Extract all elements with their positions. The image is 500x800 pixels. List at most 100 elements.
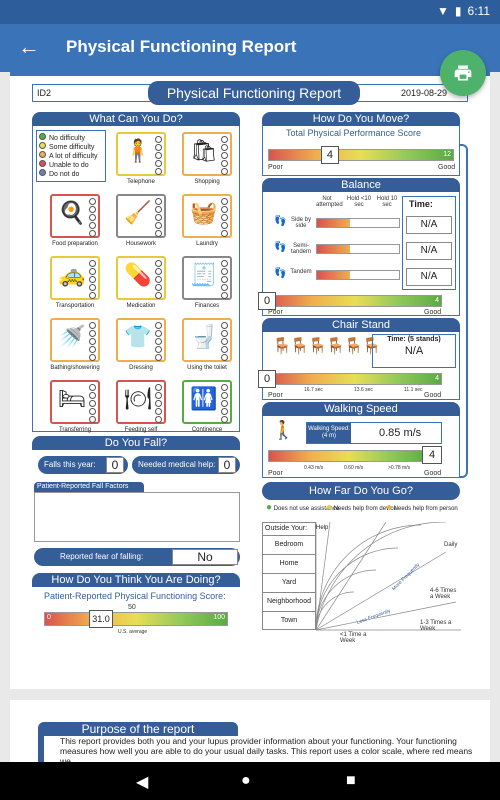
activity-icon: 🍳: [58, 200, 86, 225]
balance-row-bar: [316, 270, 400, 280]
balance-col-hold-lt10: Hold <10 sec: [346, 196, 372, 208]
walk-tick-1: 0.43 m/s: [304, 465, 324, 471]
how-far-header: How Far Do You Go?: [262, 482, 460, 500]
chair-stand-scale: 4: [268, 373, 442, 385]
activity-label: Transferring: [58, 427, 92, 433]
performance-poor-label: Poor: [268, 164, 283, 171]
activity-icon: 🚻: [190, 386, 218, 411]
difficulty-dot: [89, 322, 96, 329]
nav-back-icon[interactable]: ◀: [136, 774, 149, 791]
balance-time-value: N/A: [406, 242, 452, 260]
navigation-bar: ◀ ● ■: [0, 762, 500, 800]
feet-icon: 👣: [274, 242, 287, 253]
performance-scale: 12: [268, 149, 454, 161]
functioning-score-scale: 0 100: [44, 612, 228, 626]
performance-bracket: [460, 144, 468, 478]
difficulty-dot: [155, 416, 162, 423]
fear-of-falling-value: No: [172, 549, 238, 565]
how-doing-subtitle: Patient-Reported Physical Functioning Sc…: [44, 591, 226, 601]
status-time: 6:11: [467, 4, 490, 18]
difficulty-dot: [89, 384, 96, 391]
report-date: 2019-08-29: [400, 88, 447, 98]
how-move-header: How Do You Move?: [262, 112, 460, 126]
activity-label: Laundry: [196, 241, 218, 247]
far-row-label: Yard: [263, 573, 315, 592]
far-row-label: Home: [263, 554, 315, 573]
app-title: Physical Functioning Report: [66, 37, 297, 56]
performance-good-label: Good: [438, 164, 456, 171]
legend-item: A lot of difficulty: [39, 151, 103, 160]
activity-icon: 🧹: [124, 200, 152, 225]
difficulty-dot: [155, 408, 162, 415]
chair-stand-time-box: Time: (5 stands) N/A: [372, 334, 456, 368]
difficulty-dot: [155, 152, 162, 159]
balance-time-box: Time:: [402, 196, 456, 290]
difficulty-dot: [221, 276, 228, 283]
activity-label: Bathing/showering: [50, 365, 100, 371]
far-row-label: Neighborhood: [263, 592, 315, 611]
difficulty-dot: [221, 392, 228, 399]
do-you-fall-header: Do You Fall?: [32, 436, 240, 450]
difficulty-dot: [155, 346, 162, 353]
activity-icon: 🧍: [124, 138, 152, 163]
balance-row-bar: [316, 244, 400, 254]
balance-row-bar: [316, 218, 400, 228]
difficulty-dot: [221, 408, 228, 415]
walking-speed-scale: [268, 450, 430, 462]
falls-this-year-pill: Falls this year:: [38, 456, 128, 474]
difficulty-dot: [155, 354, 162, 361]
us-average-label: U.S. average: [118, 629, 148, 635]
difficulty-dot: [221, 206, 228, 213]
difficulty-legend: No difficulty Some difficulty A lot of d…: [36, 130, 106, 182]
nav-home-icon[interactable]: ●: [241, 772, 251, 789]
walking-speed-value: 0.85 m/s: [379, 427, 422, 439]
purpose-page: Purpose of the report This report provid…: [10, 700, 490, 762]
far-freq-1-3: 1-3 Times a Week: [420, 620, 452, 632]
difficulty-dot: [155, 276, 162, 283]
difficulty-dot: [89, 222, 96, 229]
difficulty-dot: [89, 206, 96, 213]
difficulty-dot: [221, 152, 228, 159]
difficulty-dot: [89, 400, 96, 407]
what-can-you-do-header: What Can You Do?: [32, 112, 240, 126]
walk-poor-label: Poor: [268, 470, 283, 477]
difficulty-dot: [89, 230, 96, 237]
difficulty-dot: [221, 322, 228, 329]
difficulty-dot: [221, 230, 228, 237]
legend-item: No difficulty: [39, 133, 103, 142]
activity-label: Transportation: [55, 303, 95, 309]
difficulty-dot: [155, 206, 162, 213]
balance-col-not-attempted: Not attempted: [316, 196, 343, 208]
nav-recents-icon[interactable]: ■: [346, 772, 356, 789]
balance-scale: 4: [268, 295, 442, 307]
difficulty-dot: [221, 160, 228, 167]
difficulty-dot: [221, 330, 228, 337]
balance-poor-label: Poor: [268, 309, 283, 316]
balance-time-label: Time:: [409, 199, 433, 209]
feet-icon: 👣: [274, 268, 287, 279]
app-bar: ← Physical Functioning Report: [0, 24, 500, 72]
activity-icon: 🍽: [124, 386, 152, 411]
difficulty-dot: [155, 222, 162, 229]
functioning-score-value: 31.0: [89, 610, 114, 628]
activity-tile: 🛍: [182, 132, 232, 176]
far-radial-chart: [316, 522, 461, 631]
far-legend-no-assist: ● Does not use assistance: [266, 502, 340, 513]
difficulty-dot: [155, 144, 162, 151]
activity-label: Continence: [191, 427, 223, 433]
difficulty-dot: [221, 354, 228, 361]
difficulty-dot: [221, 284, 228, 291]
back-arrow-icon[interactable]: ←: [18, 34, 40, 59]
print-button[interactable]: [440, 50, 486, 96]
activity-icon: 🛍: [190, 138, 218, 163]
activity-label: Using the toilet: [187, 365, 227, 371]
far-legend-device: ● Needs help from device: [326, 502, 397, 513]
difficulty-dot: [155, 338, 162, 345]
purpose-text: This report provides both you and your l…: [38, 736, 484, 762]
activity-label: Dressing: [129, 365, 153, 371]
chair-stand-time-value: N/A: [404, 345, 424, 357]
difficulty-dot: [221, 416, 228, 423]
difficulty-dot: [221, 338, 228, 345]
activity-icon: 🧺: [190, 200, 218, 225]
how-doing-header: How Do You Think You Are Doing?: [32, 573, 240, 587]
